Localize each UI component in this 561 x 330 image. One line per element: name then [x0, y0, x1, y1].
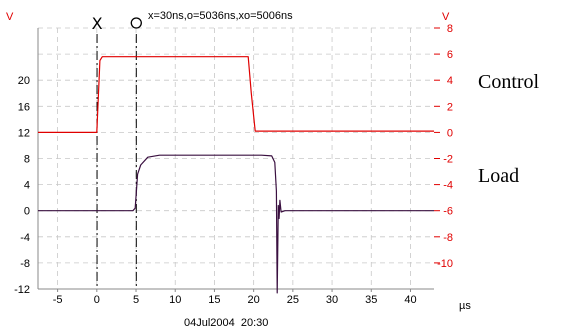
x-tick-label: 35	[365, 294, 377, 306]
grid	[38, 27, 434, 290]
y-right-tick-label: -10	[437, 258, 453, 270]
trace-label-load: Load	[478, 165, 519, 187]
cursor-marker-o	[130, 17, 142, 29]
x-axis-unit: µs	[459, 300, 471, 312]
axes: -5 0 5 10 15 20 25 30 35 40201612840-4-8-1286420-…	[14, 23, 453, 306]
y-left-tick-label: 20	[18, 75, 30, 87]
y-left-tick-label: 8	[24, 154, 30, 166]
y-right-tick-label: -6	[443, 206, 453, 218]
timestamp: 04Jul2004 20:30	[184, 317, 268, 329]
right-axis-unit: V	[442, 11, 450, 23]
y-right-tick-label: -4	[443, 180, 453, 192]
y-left-tick-label: 16	[18, 101, 30, 113]
x-tick-label: 10	[169, 294, 181, 306]
left-axis-unit: V	[6, 11, 14, 23]
traces	[38, 56, 434, 294]
y-right-tick-label: 6	[447, 49, 453, 61]
chart-title: x=30ns,o=5036ns,xo=5006ns	[148, 10, 293, 22]
y-left-tick-label: 0	[24, 206, 30, 218]
cursors: X	[92, 14, 142, 289]
y-left-tick-label: -12	[14, 284, 30, 296]
y-left-tick-label: -8	[20, 258, 30, 270]
cursor-marker-x: X	[92, 14, 103, 33]
x-tick-label: 30	[326, 294, 338, 306]
series-line-load	[38, 154, 434, 294]
x-tick-label: 40	[404, 294, 416, 306]
series-line-control	[38, 56, 434, 133]
y-left-tick-label: -4	[20, 232, 30, 244]
y-right-tick-label: -2	[443, 154, 453, 166]
x-tick-label: -5	[53, 294, 63, 306]
y-right-tick-label: 8	[447, 23, 453, 35]
x-tick-label: 15	[208, 294, 220, 306]
x-tick-label: 25	[287, 294, 299, 306]
trace-label-control: Control	[478, 71, 540, 93]
y-right-tick-label: 0	[447, 127, 453, 139]
y-right-tick-label: -8	[443, 232, 453, 244]
x-tick-label: 20	[248, 294, 260, 306]
y-right-tick-label: 2	[447, 101, 453, 113]
x-tick-label: 0	[94, 294, 100, 306]
y-left-tick-label: 12	[18, 127, 30, 139]
y-right-tick-label: 4	[447, 75, 453, 87]
y-left-tick-label: 4	[24, 180, 30, 192]
x-tick-label: 5	[133, 294, 139, 306]
